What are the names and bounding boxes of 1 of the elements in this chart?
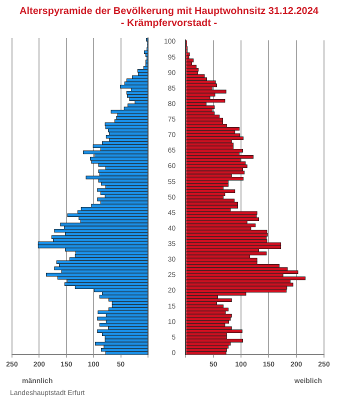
text: Alterspyramide der Bevölkerung mit Hauptwohnsitz 31.12.2024 - Krämpfervorstadt - <box>18 6 320 30</box>
